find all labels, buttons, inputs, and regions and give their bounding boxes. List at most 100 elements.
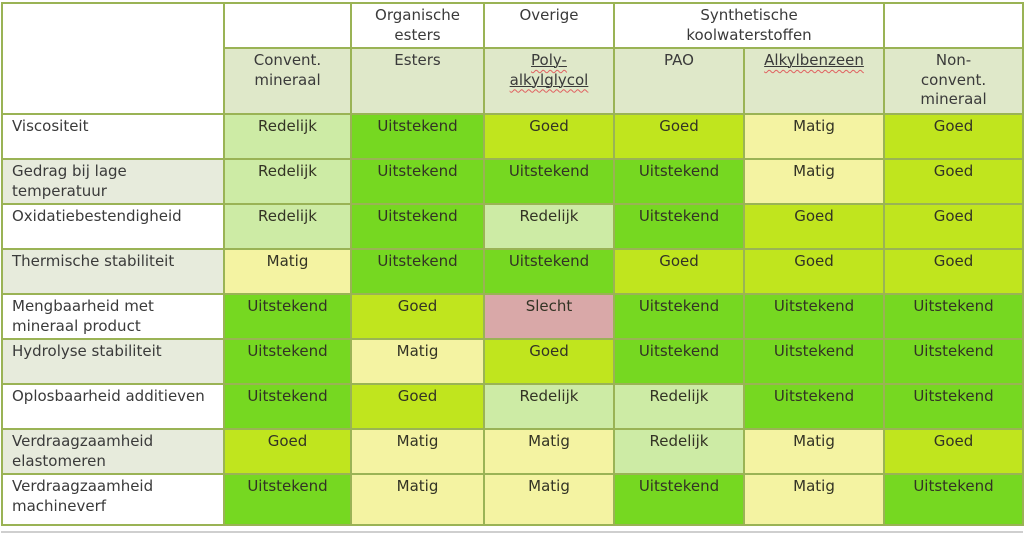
table-row-viscositeit: Viscositeit Redelijk Uitstekend Goed Goe… — [1, 113, 1024, 160]
rating-cell: Uitstekend — [350, 158, 485, 205]
column-header-esters: Esters — [350, 47, 485, 115]
rating-cell: Uitstekend — [883, 383, 1024, 430]
rating-cell: Uitstekend — [742, 293, 886, 340]
row-label: Hydrolyse stabiliteit — [1, 338, 225, 385]
column-header-line: convent. — [920, 70, 987, 89]
column-header-line: mineraal — [254, 70, 321, 89]
table-header: Organische esters Overige Synthetische k… — [1, 2, 1024, 115]
group-header-line: koolwaterstoffen — [686, 25, 812, 44]
column-header-pao: PAO — [613, 47, 745, 115]
group-header-line: Organische — [375, 6, 460, 24]
rating-cell: Redelijk — [223, 203, 352, 250]
group-header-organische-esters: Organische esters — [350, 2, 485, 49]
row-label: Oplosbaarheid additieven — [1, 383, 225, 430]
rating-cell: Uitstekend — [742, 338, 886, 385]
rating-cell: Matig — [483, 428, 615, 475]
rating-cell: Goed — [483, 113, 615, 160]
row-label: Oxidatiebestendigheid — [1, 203, 225, 250]
rating-cell: Goed — [883, 158, 1024, 205]
row-label: Verdraagzaamheid machineverf — [1, 473, 225, 526]
rating-cell: Goed — [350, 293, 485, 340]
rating-cell: Uitstekend — [223, 293, 352, 340]
rating-cell: Uitstekend — [613, 293, 745, 340]
table-row-oplosbaarheid-additieven: Oplosbaarheid additieven Uitstekend Goed… — [1, 383, 1024, 430]
column-header-line: Non- — [935, 51, 972, 69]
table-row-hydrolyse-stabiliteit: Hydrolyse stabiliteit Uitstekend Matig G… — [1, 338, 1024, 385]
rating-cell: Matig — [742, 473, 886, 526]
corner-cell — [1, 2, 225, 115]
row-label: Thermische stabiliteit — [1, 248, 225, 295]
table-row-oxidatiebestendigheid: Oxidatiebestendigheid Redelijk Uitsteken… — [1, 203, 1024, 250]
rating-cell: Goed — [883, 248, 1024, 295]
spellcheck-underline-text: Alkylbenzeen — [764, 51, 864, 69]
header-column-row: Convent. mineraal Esters Poly- alkylglyc… — [2, 47, 1024, 115]
rating-cell: Goed — [883, 203, 1024, 250]
spellcheck-underline-text: alkylglycol — [509, 70, 589, 89]
rating-cell: Uitstekend — [883, 293, 1024, 340]
group-header-line: Overige — [519, 6, 579, 24]
column-header-line: Esters — [394, 51, 441, 69]
rating-cell: Uitstekend — [223, 473, 352, 526]
rating-cell: Uitstekend — [613, 158, 745, 205]
rating-cell: Uitstekend — [613, 203, 745, 250]
row-label: Verdraagzaamheid elastomeren — [1, 428, 225, 475]
rating-cell: Uitstekend — [483, 248, 615, 295]
rating-cell: Redelijk — [613, 428, 745, 475]
rating-cell: Matig — [350, 338, 485, 385]
rating-cell: Uitstekend — [223, 383, 352, 430]
rating-cell: Goed — [613, 248, 745, 295]
rating-cell: Redelijk — [483, 383, 615, 430]
rating-cell: Redelijk — [613, 383, 745, 430]
column-header-line: PAO — [664, 51, 694, 69]
table-row-mengbaarheid-met-mineraal-product: Mengbaarheid met mineraal product Uitste… — [1, 293, 1024, 340]
table-row-gedrag-bij-lage-temperatuur: Gedrag bij lage temperatuur Redelijk Uit… — [1, 158, 1024, 205]
rating-cell: Uitstekend — [350, 248, 485, 295]
rating-cell: Goed — [742, 248, 886, 295]
rating-cell: Uitstekend — [613, 338, 745, 385]
group-header-line: Synthetische — [700, 6, 798, 24]
rating-cell: Uitstekend — [223, 338, 352, 385]
row-label: Mengbaarheid met mineraal product — [1, 293, 225, 340]
rating-cell: Matig — [350, 473, 485, 526]
row-label: Viscositeit — [1, 113, 225, 160]
rating-cell: Goed — [613, 113, 745, 160]
rating-cell: Goed — [223, 428, 352, 475]
table-row-thermische-stabiliteit: Thermische stabiliteit Matig Uitstekend … — [1, 248, 1024, 295]
rating-cell: Uitstekend — [350, 113, 485, 160]
rating-cell: Uitstekend — [883, 473, 1024, 526]
column-header-non-convent-mineraal: Non- convent. mineraal — [883, 47, 1024, 115]
column-header-convent-mineraal: Convent. mineraal — [223, 47, 352, 115]
column-header-line: Poly- — [489, 51, 609, 71]
rating-cell: Uitstekend — [483, 158, 615, 205]
group-header-synthetische-koolwaterstoffen: Synthetische koolwaterstoffen — [612, 2, 886, 49]
header-group-row: Organische esters Overige Synthetische k… — [1, 2, 1024, 115]
rating-cell: Uitstekend — [742, 383, 886, 430]
rating-cell: Matig — [350, 428, 485, 475]
rating-cell: Uitstekend — [613, 473, 745, 526]
spellcheck-underline-text: Poly- — [531, 51, 567, 69]
group-header-line: esters — [394, 25, 441, 44]
group-header-empty-left — [223, 2, 352, 49]
rating-cell: Uitstekend — [350, 203, 485, 250]
rating-cell: Redelijk — [223, 113, 352, 160]
row-label: Gedrag bij lage temperatuur — [1, 158, 225, 205]
column-header-line: mineraal — [920, 90, 987, 108]
column-header-line: alkylglycol — [489, 71, 609, 91]
rating-cell: Uitstekend — [883, 338, 1024, 385]
rating-cell: Matig — [223, 248, 352, 295]
column-header-poly-alkylglycol: Poly- alkylglycol — [483, 47, 615, 115]
column-header-alkylbenzeen: Alkylbenzeen — [742, 47, 886, 115]
rating-cell: Matig — [742, 158, 886, 205]
rating-cell: Slecht — [483, 293, 615, 340]
group-header-empty-right — [883, 2, 1024, 49]
rating-cell: Matig — [483, 473, 615, 526]
table-body: Viscositeit Redelijk Uitstekend Goed Goe… — [1, 113, 1024, 526]
group-header-overige: Overige — [483, 2, 615, 49]
rating-cell: Goed — [350, 383, 485, 430]
rating-cell: Matig — [742, 428, 886, 475]
column-header-line: Convent. — [253, 51, 322, 69]
rating-cell: Redelijk — [483, 203, 615, 250]
rating-cell: Goed — [883, 113, 1024, 160]
